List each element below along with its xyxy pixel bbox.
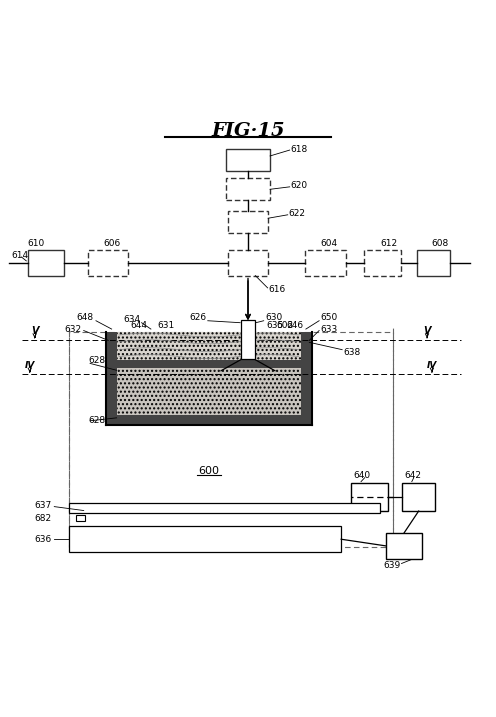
Text: 604: 604 — [320, 239, 338, 248]
Text: 648: 648 — [76, 313, 94, 323]
Text: 622: 622 — [289, 209, 306, 218]
Bar — [241, 320, 255, 359]
Bar — [106, 331, 117, 424]
Bar — [351, 483, 388, 511]
Bar — [69, 331, 393, 547]
Text: 634: 634 — [123, 315, 140, 324]
Bar — [301, 331, 312, 424]
Text: 633: 633 — [320, 325, 338, 333]
Text: 614: 614 — [11, 252, 29, 260]
Bar — [88, 250, 128, 275]
Text: 637: 637 — [35, 501, 52, 510]
Bar — [385, 533, 423, 559]
Bar — [306, 250, 346, 275]
Text: 628: 628 — [89, 417, 106, 425]
Text: 612: 612 — [380, 239, 398, 248]
Text: 630: 630 — [265, 313, 282, 323]
Bar — [69, 503, 380, 513]
Bar — [417, 250, 450, 275]
Text: 646: 646 — [286, 320, 304, 330]
Bar — [76, 516, 85, 521]
Bar — [117, 331, 301, 361]
Bar — [226, 179, 270, 200]
Text: V: V — [423, 326, 431, 336]
Text: FIG·15: FIG·15 — [211, 123, 285, 141]
Text: 632: 632 — [64, 325, 81, 333]
Text: V: V — [31, 326, 38, 336]
Text: 608: 608 — [431, 239, 448, 248]
Text: 620: 620 — [291, 181, 308, 191]
Text: IV: IV — [25, 361, 35, 370]
Text: 639: 639 — [383, 561, 400, 571]
Bar — [28, 250, 63, 275]
Text: 682: 682 — [35, 514, 52, 523]
Text: 616: 616 — [269, 285, 286, 294]
Bar — [226, 149, 270, 171]
Bar — [117, 369, 301, 415]
Bar — [106, 415, 312, 424]
Text: 636: 636 — [35, 535, 52, 543]
Text: 628: 628 — [89, 356, 106, 365]
Text: 606: 606 — [103, 239, 121, 248]
Text: 650: 650 — [320, 313, 338, 323]
Text: 638: 638 — [344, 348, 361, 356]
Bar — [106, 361, 312, 369]
Text: 602: 602 — [276, 320, 294, 330]
Bar — [69, 526, 341, 552]
Text: 610: 610 — [27, 239, 45, 248]
Bar — [228, 211, 268, 233]
Text: 631: 631 — [157, 321, 175, 330]
Text: 644: 644 — [130, 321, 147, 330]
Text: 600: 600 — [198, 466, 219, 476]
Text: 640: 640 — [354, 471, 371, 480]
Text: IV: IV — [427, 361, 437, 370]
Text: 618: 618 — [291, 145, 308, 153]
Text: 642: 642 — [404, 471, 422, 480]
Bar — [402, 483, 435, 511]
Bar — [365, 250, 401, 275]
Bar — [228, 250, 268, 275]
Text: 635: 635 — [267, 320, 284, 330]
Text: 626: 626 — [189, 313, 206, 323]
